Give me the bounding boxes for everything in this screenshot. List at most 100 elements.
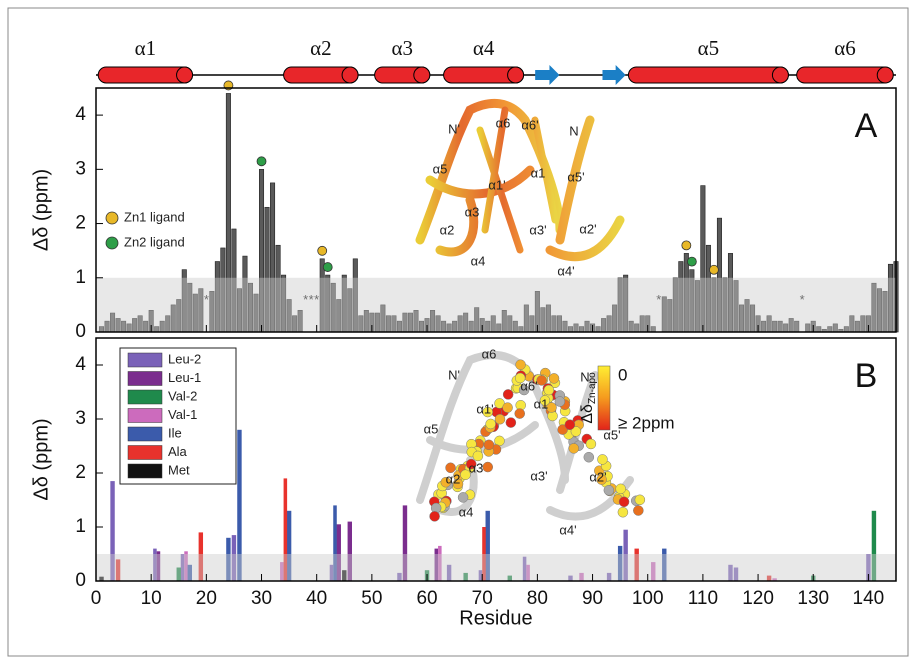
structure-label: N	[580, 369, 589, 384]
sphere	[465, 458, 477, 470]
x-tick-label: 20	[196, 588, 217, 609]
bar	[336, 524, 341, 581]
colorbar	[597, 365, 611, 431]
legend-label: Val-2	[168, 388, 197, 403]
sphere	[634, 494, 646, 506]
y-axis-label: Δδ (ppm)	[30, 169, 52, 251]
bar	[347, 521, 352, 581]
zn-marker	[681, 240, 692, 251]
bar	[184, 551, 188, 581]
sphere	[564, 419, 576, 430]
structure-label: α4'	[559, 522, 576, 537]
structure-label: α2'	[589, 469, 606, 484]
y-tick-label: 0	[75, 321, 86, 342]
structure-label: α6	[496, 115, 511, 130]
bar	[397, 572, 402, 581]
unassigned-mark: *	[656, 292, 661, 307]
bar	[623, 529, 628, 581]
bar	[772, 578, 777, 581]
zn-marker	[322, 262, 333, 272]
colorbar-title-main: Δδ	[579, 404, 596, 424]
threshold-band	[96, 277, 896, 332]
sphere	[483, 439, 495, 451]
legend-label: Zn1 ligand	[124, 209, 185, 224]
structure-label: α4'	[557, 263, 574, 278]
sphere	[429, 511, 440, 522]
sphere	[585, 438, 597, 450]
bar	[280, 562, 284, 581]
bar	[463, 572, 468, 581]
sphere	[514, 408, 525, 419]
axes	[95, 337, 897, 582]
structure-label: N'	[448, 367, 460, 382]
sphere	[617, 506, 629, 518]
x-tick-label: 70	[472, 588, 493, 609]
bar	[866, 554, 871, 581]
x-tick-label: 0	[91, 588, 102, 609]
bar	[733, 567, 739, 581]
sphere	[618, 496, 630, 508]
x-tick-label: 60	[416, 588, 437, 609]
bar	[478, 570, 483, 581]
structure-label: α1'	[488, 177, 505, 192]
helix-label: α3	[391, 36, 413, 60]
structure-label: α1'	[476, 401, 493, 416]
sphere	[502, 389, 514, 400]
unassigned-mark: *	[309, 292, 314, 307]
bar	[617, 545, 623, 581]
bar	[634, 548, 639, 581]
sphere	[548, 373, 560, 384]
helix-end	[341, 66, 359, 84]
bar	[485, 510, 490, 581]
sphere	[554, 396, 566, 407]
x-tick-label: 140	[853, 588, 885, 609]
panel-label: A	[855, 107, 878, 145]
legend-label: Val-1	[168, 407, 197, 422]
helix-end	[413, 66, 431, 84]
sphere	[494, 413, 506, 425]
bar	[606, 572, 612, 581]
bar	[579, 572, 584, 581]
structure-label: N'	[448, 121, 460, 136]
x-tick-label: 80	[527, 588, 548, 609]
sphere	[583, 451, 595, 463]
structure-label: α1	[534, 396, 549, 411]
legend-swatch	[127, 371, 163, 386]
legend-label: Zn2 ligand	[124, 234, 185, 249]
bar	[156, 551, 161, 581]
sphere	[557, 424, 568, 435]
bar	[198, 532, 204, 581]
structure-label: α3'	[530, 468, 547, 483]
ribbon	[416, 351, 569, 504]
sphere	[457, 492, 469, 503]
helix-label: α6	[834, 36, 856, 60]
structure-label: α3	[469, 460, 484, 475]
x-tick-label: 110	[688, 588, 718, 609]
zn-marker	[256, 156, 267, 167]
helix-end	[507, 66, 525, 84]
sphere	[543, 384, 555, 396]
bar	[283, 478, 288, 581]
legend-swatch	[127, 389, 163, 405]
helix-end	[771, 66, 789, 84]
sphere	[482, 406, 493, 418]
legend-label: Ala	[168, 444, 188, 459]
legend-label: Leu-2	[168, 351, 201, 366]
bar	[153, 548, 157, 581]
unassigned-mark: *	[314, 292, 319, 307]
y-tick-label: 4	[75, 354, 86, 375]
helix-label: α2	[310, 36, 332, 60]
structure-label: α6'	[520, 378, 537, 393]
axes	[95, 87, 897, 333]
helix-label: α4	[473, 36, 495, 60]
sphere	[570, 426, 582, 437]
x-tick-label: 30	[251, 588, 272, 609]
sphere	[445, 462, 456, 474]
structure-label: α5'	[603, 427, 620, 442]
x-axis-label: Residue	[459, 607, 532, 629]
strand	[535, 65, 560, 85]
sphere	[440, 476, 452, 488]
bar	[568, 575, 573, 581]
